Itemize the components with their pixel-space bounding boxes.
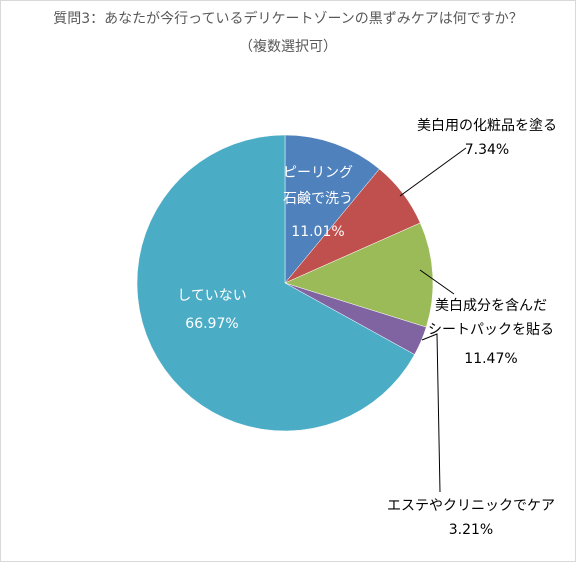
slice-label-0-0: ピーリング — [283, 165, 353, 181]
slice-label-0-1: 石鹸で洗う — [283, 191, 353, 207]
slice-value-1: 7.34% — [465, 142, 509, 158]
slice-value-4: 66.97% — [185, 316, 238, 332]
chart-title: 質問3：あなたが今行っているデリケートゾーンの黒ずみケアは何ですか？ — [53, 11, 523, 27]
pie-slice-2 — [284, 222, 434, 328]
slice-value-2: 11.47% — [464, 351, 517, 367]
slice-label-3-0: エステやクリニックでケア — [387, 498, 555, 514]
leader-line-3 — [421, 333, 441, 493]
slice-label-4-0: していない — [177, 288, 247, 304]
chart-subtitle: （複数選択可） — [239, 39, 337, 55]
pie-slice-0 — [284, 134, 380, 284]
slice-label-2-0: 美白成分を含んだ — [435, 298, 547, 314]
slice-value-3: 3.21% — [449, 522, 493, 538]
leader-line-1 — [399, 147, 467, 197]
slice-label-1-0: 美白用の化粧品を塗る — [417, 117, 557, 134]
slice-value-0: 11.01% — [291, 224, 344, 240]
pie-slice-4 — [136, 134, 415, 432]
leader-line-2 — [419, 269, 455, 295]
slice-label-2-1: シートパックを貼る — [428, 322, 554, 338]
